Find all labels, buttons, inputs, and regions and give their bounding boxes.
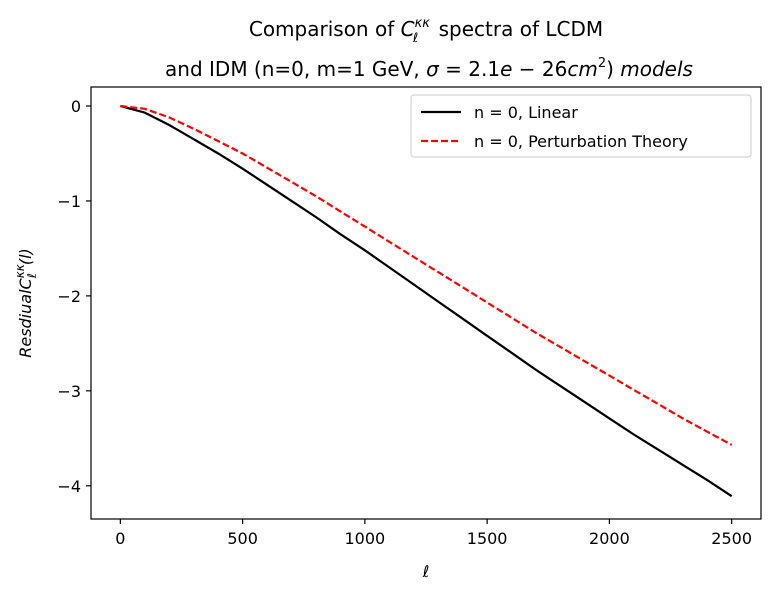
- x-tick-label: 0: [115, 529, 125, 548]
- y-tick-label: −1: [57, 192, 81, 211]
- y-axis-label: ResdiualCκκℓ(l): [13, 248, 39, 358]
- x-tick-label: 1000: [345, 529, 386, 548]
- y-tick-label: −4: [57, 477, 81, 496]
- y-tick-label: −2: [57, 287, 81, 306]
- x-axis-label: ℓ: [422, 562, 430, 581]
- plot-frame: [90, 86, 762, 520]
- legend-box: [410, 94, 752, 158]
- y-tick-label: 0: [71, 97, 81, 116]
- x-tick-label: 2000: [589, 529, 630, 548]
- series-line-2: [120, 104, 733, 446]
- x-tick-label: 2500: [711, 529, 752, 548]
- legend-label-2: n = 0, Perturbation Theory: [474, 132, 688, 151]
- series-line-1: [120, 104, 733, 498]
- plot-area: 0 500 1000 1500 2000 2500 0 −1 −2 −3 −4 n = 0, Line…: [57, 86, 762, 548]
- y-tick-label: −3: [57, 382, 81, 401]
- legend-label-1: n = 0, Linear: [474, 103, 578, 122]
- x-tick-label: 500: [227, 529, 258, 548]
- chart-title-line-1: Comparison of Cκκ ℓ spectra of LCDM: [249, 16, 603, 46]
- chart-title-line-2: and IDM (n=0, m=1 GeV, σ = 2.1e − 26cm2)…: [165, 56, 693, 81]
- x-tick-label: 1500: [467, 529, 508, 548]
